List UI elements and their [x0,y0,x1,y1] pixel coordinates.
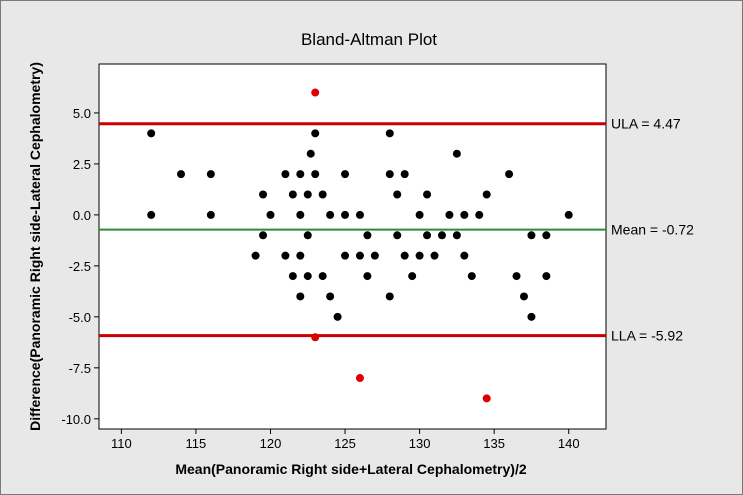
reference-line-label-1: Mean = -0.72 [611,222,694,238]
y-tick-label: 5.0 [73,106,91,121]
data-point-s0-23 [318,190,327,199]
data-point-s0-4 [206,210,215,219]
data-point-s0-39 [393,190,402,199]
data-point-s0-41 [400,170,409,179]
data-point-s0-45 [415,251,424,260]
data-point-s0-28 [341,170,350,179]
data-point-s0-19 [303,272,312,281]
y-tick-label: -5.0 [69,310,91,325]
x-tick-label: 135 [483,436,505,451]
data-point-s0-14 [296,210,305,219]
data-point-s0-10 [281,251,290,260]
data-point-s0-21 [311,129,320,138]
data-point-s0-47 [423,231,432,240]
data-point-s0-42 [400,251,409,260]
data-point-s0-48 [430,251,439,260]
data-point-s0-0 [147,129,156,138]
data-point-s0-25 [326,210,335,219]
data-point-s0-6 [259,190,268,199]
data-point-s0-54 [460,251,469,260]
data-point-s0-12 [288,272,297,281]
y-tick-label: 0.0 [73,208,91,223]
y-tick-label: -2.5 [69,259,91,274]
data-point-s1-1 [311,333,320,342]
data-point-s0-61 [527,312,536,321]
data-point-s0-62 [527,231,536,240]
y-tick-label: -10.0 [61,412,91,427]
data-point-s0-58 [505,170,514,179]
data-point-s0-46 [423,190,432,199]
data-point-s0-9 [281,170,290,179]
data-point-s0-17 [303,190,312,199]
data-point-s0-59 [512,272,521,281]
data-point-s0-55 [467,272,476,281]
data-point-s1-0 [311,88,320,97]
data-point-s0-38 [385,292,394,301]
data-point-s0-49 [437,231,446,240]
data-point-s0-60 [519,292,528,301]
reference-line-label-2: LLA = -5.92 [611,328,683,344]
data-point-s0-33 [363,231,372,240]
data-point-s0-13 [296,170,305,179]
data-point-s0-64 [542,272,551,281]
data-point-s0-53 [460,210,469,219]
data-point-s0-22 [311,170,320,179]
data-point-s0-36 [385,129,394,138]
data-point-s0-51 [452,149,461,158]
x-tick-label: 130 [409,436,431,451]
data-point-s0-56 [475,210,484,219]
reference-line-label-0: ULA = 4.47 [611,116,681,132]
y-tick-label: 2.5 [73,157,91,172]
data-point-s0-30 [341,251,350,260]
data-point-s0-16 [296,292,305,301]
data-point-s1-3 [482,394,491,403]
data-point-s0-24 [318,272,327,281]
data-point-s0-37 [385,170,394,179]
x-axis-label: Mean(Panoramic Right side+Lateral Cephal… [175,461,526,477]
chart-title: Bland-Altman Plot [301,30,437,49]
data-point-s0-8 [266,210,275,219]
data-point-s0-20 [306,149,315,158]
data-point-s0-31 [355,210,364,219]
x-tick-label: 115 [186,436,207,451]
data-point-s0-34 [363,272,372,281]
plot-area [98,63,607,430]
data-point-s0-5 [251,251,260,260]
data-point-s0-3 [206,170,215,179]
y-tick-label: -7.5 [69,361,91,376]
data-point-s0-50 [445,210,454,219]
x-tick-label: 140 [558,436,580,451]
data-point-s0-35 [370,251,379,260]
data-point-s0-63 [542,231,551,240]
y-axis-label: Difference(Panoramic Right side-Lateral … [27,62,43,431]
data-point-s0-26 [326,292,335,301]
data-point-s0-40 [393,231,402,240]
data-point-s0-57 [482,190,491,199]
data-point-s0-65 [564,210,573,219]
data-point-s0-27 [333,312,342,321]
x-tick-label: 110 [111,436,132,451]
data-point-s0-43 [408,272,417,281]
data-point-s0-44 [415,210,424,219]
data-point-s0-15 [296,251,305,260]
data-point-s0-52 [452,231,461,240]
data-point-s0-32 [355,251,364,260]
data-point-s0-18 [303,231,312,240]
data-point-s0-11 [288,190,297,199]
data-point-s0-2 [177,170,186,179]
data-point-s0-7 [259,231,268,240]
data-point-s1-2 [355,374,364,383]
data-point-s0-29 [341,210,350,219]
x-tick-label: 125 [334,436,356,451]
x-tick-label: 120 [260,436,282,451]
data-point-s0-1 [147,210,156,219]
